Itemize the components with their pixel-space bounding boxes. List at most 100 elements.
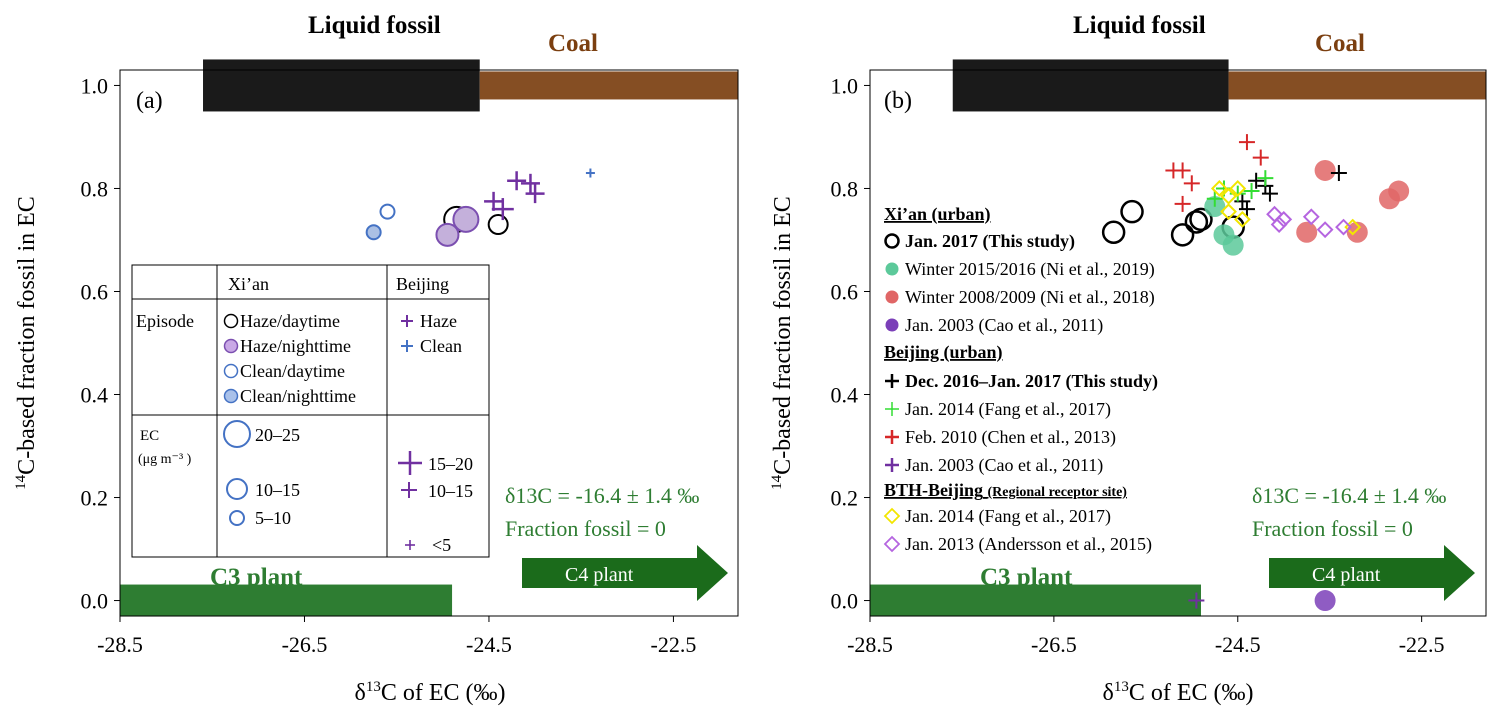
legend-table-frame (131, 264, 490, 558)
legend-group-title: BTH-Beijing (Regional receptor site) (884, 480, 1127, 500)
x-tick-label: -22.5 (1399, 632, 1445, 657)
source-band-c3-plant (120, 584, 453, 617)
c3-plant-label: C3 plant (210, 564, 303, 591)
data-point (484, 191, 504, 211)
source-band-coal (1228, 71, 1486, 100)
y-tick-label: 0.2 (81, 486, 109, 511)
legend-entry: Winter 2008/2009 (Ni et al., 2018) (905, 287, 1155, 308)
legend-ec-xian: 20–25 (255, 425, 300, 445)
data-point (1101, 220, 1126, 245)
data-point (1220, 203, 1237, 221)
source-band-c3-plant (870, 584, 1201, 617)
legend-marker (885, 290, 899, 304)
source-bands-b (870, 59, 1486, 617)
data-point (491, 198, 514, 221)
legend-beijing-episode: Haze (420, 311, 457, 331)
data-point (1252, 149, 1269, 166)
legend-marker (226, 478, 248, 500)
data-point (1229, 180, 1247, 197)
y-tick-label: 0.4 (831, 383, 859, 408)
legend-marker (885, 430, 899, 444)
legend-group-title: Xi’an (urban) (884, 204, 991, 225)
y-tick-label: 0.4 (81, 383, 109, 408)
legend-xian-episode: Clean/daytime (240, 361, 345, 381)
legend-marker (885, 262, 899, 276)
data-point (452, 205, 480, 233)
c4-arrow (1269, 545, 1475, 601)
legend-header-beijing: Beijing (396, 274, 449, 294)
y-axis-label-a: 14C-based fraction fossil in EC (13, 196, 40, 490)
c4-plant-label: C4 plant (565, 564, 634, 586)
x-tick-label: -26.5 (1031, 632, 1077, 657)
legend-entry: Jan. 2013 (Andersson et al., 2015) (905, 534, 1152, 555)
legend-ec-beijing: 10–15 (428, 481, 473, 501)
data-point (1270, 216, 1288, 233)
axis-ticks-b: -28.5 -26.5 -24.5 -22.5 0.0 0.2 0.4 0.6 0.8 1.0 (831, 73, 1445, 657)
data-point (1238, 134, 1255, 151)
legend-entry: Jan. 2014 (Fang et al., 2017) (905, 399, 1111, 420)
coal-label: Coal (548, 30, 598, 57)
x-tick-label: -24.5 (1215, 632, 1261, 657)
legend-xian-episode: Haze/daytime (240, 311, 340, 331)
panel-a: -28.5 -26.5 -24.5 -22.5 0.0 0.2 0.4 0.6 0.8 1.0 L… (13, 12, 739, 706)
legend-marker (223, 363, 239, 379)
legend-marker (883, 507, 901, 525)
legend-entry: Dec. 2016–Jan. 2017 (This study) (905, 371, 1158, 392)
data-points-a (365, 168, 595, 247)
x-axis-label-b: δ13C of EC (‰) (1103, 679, 1254, 706)
source-band-liquid-fossil (952, 59, 1229, 112)
y-tick-label: 0.6 (81, 279, 109, 304)
legend-marker (398, 451, 422, 475)
panel-label: (b) (884, 88, 912, 114)
legend-ec-beijing: 15–20 (428, 454, 473, 474)
y-tick-label: 0.0 (831, 589, 859, 614)
data-point (1170, 223, 1195, 247)
y-tick-label: 0.6 (831, 279, 859, 304)
legend-ec-beijing: <5 (432, 535, 451, 555)
data-point (1189, 207, 1213, 232)
data-point (1316, 221, 1334, 239)
legend-group-title-note: (Regional receptor site) (988, 485, 1128, 500)
legend-marker (885, 402, 899, 416)
data-point (1335, 218, 1352, 236)
data-point (1120, 199, 1144, 224)
x-axis-label-a: δ13C of EC (‰) (355, 679, 506, 706)
y-tick-label: 0.8 (81, 176, 109, 201)
data-point (1238, 201, 1255, 218)
c4-delta-annotation: δ13C = -16.4 ± 1.4 ‰ (505, 483, 699, 508)
x-tick-label: -28.5 (847, 632, 893, 657)
data-point (1257, 170, 1274, 187)
data-point (1206, 190, 1223, 207)
legend-marker (401, 315, 413, 327)
data-point (1183, 175, 1200, 192)
data-point (1174, 195, 1191, 212)
y-tick-label: 0.8 (831, 176, 859, 201)
data-point (1296, 221, 1318, 243)
legend-marker (884, 233, 900, 249)
liquid-fossil-label: Liquid fossil (1073, 12, 1206, 39)
data-point (1314, 159, 1336, 181)
data-point (1302, 208, 1320, 226)
x-tick-label: -22.5 (651, 632, 697, 657)
legend-marker (401, 340, 413, 352)
x-tick-label: -26.5 (282, 632, 328, 657)
legend-episode-label: Episode (136, 311, 194, 331)
legend-entry: Winter 2015/2016 (Ni et al., 2019) (905, 259, 1155, 280)
panel-b: -28.5 -26.5 -24.5 -22.5 0.0 0.2 0.4 0.6 0.8 1.0 L… (769, 12, 1487, 706)
source-bands-a (120, 59, 738, 617)
data-point (1210, 180, 1228, 197)
legend-marker (229, 510, 245, 526)
data-point (1233, 210, 1251, 228)
data-point (379, 203, 396, 220)
y-axis-label-b: 14C-based fraction fossil in EC (769, 196, 796, 490)
legend-entry: Jan. 2003 (Cao et al., 2011) (905, 315, 1103, 336)
legend-ec-label: EC (140, 428, 159, 444)
data-point (1248, 172, 1265, 189)
c4-delta-annotation: δ13C = -16.4 ± 1.4 ‰ (1252, 483, 1446, 508)
x-tick-label: -28.5 (97, 632, 143, 657)
legend-entry: Feb. 2010 (Chen et al., 2013) (905, 427, 1116, 448)
legend-marker (883, 535, 901, 553)
data-point (1184, 210, 1209, 234)
panel-label: (a) (136, 88, 163, 114)
